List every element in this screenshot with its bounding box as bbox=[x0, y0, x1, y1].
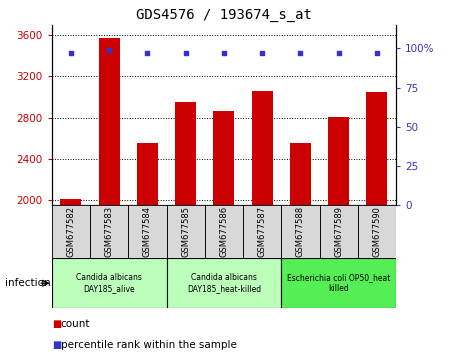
Text: GSM677582: GSM677582 bbox=[67, 206, 76, 257]
Text: GSM677587: GSM677587 bbox=[257, 206, 266, 257]
Bar bbox=[281, 205, 320, 258]
Point bbox=[258, 50, 265, 56]
Bar bbox=[205, 205, 243, 258]
Bar bbox=[137, 143, 158, 354]
Bar bbox=[243, 205, 281, 258]
Bar bbox=[99, 38, 120, 354]
Title: GDS4576 / 193674_s_at: GDS4576 / 193674_s_at bbox=[136, 8, 312, 22]
Point bbox=[105, 47, 112, 53]
Bar bbox=[358, 205, 396, 258]
Text: GSM677583: GSM677583 bbox=[104, 206, 113, 257]
Bar bbox=[52, 258, 166, 308]
Text: Candida albicans
DAY185_alive: Candida albicans DAY185_alive bbox=[76, 274, 142, 293]
Bar bbox=[52, 205, 90, 258]
Bar bbox=[128, 205, 166, 258]
Point bbox=[220, 50, 227, 56]
Bar bbox=[213, 111, 234, 354]
Text: count: count bbox=[61, 319, 90, 329]
Bar bbox=[366, 92, 387, 354]
Point bbox=[68, 50, 75, 56]
Text: ■: ■ bbox=[52, 319, 61, 329]
Text: GSM677585: GSM677585 bbox=[181, 206, 190, 257]
Text: ■: ■ bbox=[52, 340, 61, 350]
Text: GSM677586: GSM677586 bbox=[220, 206, 228, 257]
Bar bbox=[320, 205, 358, 258]
Text: infection: infection bbox=[4, 278, 50, 288]
Bar bbox=[175, 102, 196, 354]
Bar bbox=[166, 258, 281, 308]
Point bbox=[374, 50, 381, 56]
Bar bbox=[290, 143, 311, 354]
Point bbox=[297, 50, 304, 56]
Point bbox=[144, 50, 151, 56]
Text: GSM677589: GSM677589 bbox=[334, 206, 343, 257]
Bar bbox=[166, 205, 205, 258]
Text: GSM677590: GSM677590 bbox=[373, 206, 382, 257]
Text: Candida albicans
DAY185_heat-killed: Candida albicans DAY185_heat-killed bbox=[187, 274, 261, 293]
Text: percentile rank within the sample: percentile rank within the sample bbox=[61, 340, 237, 350]
Point bbox=[335, 50, 342, 56]
Bar bbox=[281, 258, 396, 308]
Bar bbox=[90, 205, 128, 258]
Text: GSM677584: GSM677584 bbox=[143, 206, 152, 257]
Text: Escherichia coli OP50_heat
killed: Escherichia coli OP50_heat killed bbox=[287, 274, 390, 293]
Bar bbox=[252, 91, 273, 354]
Bar bbox=[60, 199, 81, 354]
Bar bbox=[328, 116, 349, 354]
Point bbox=[182, 50, 189, 56]
Text: GSM677588: GSM677588 bbox=[296, 206, 305, 257]
